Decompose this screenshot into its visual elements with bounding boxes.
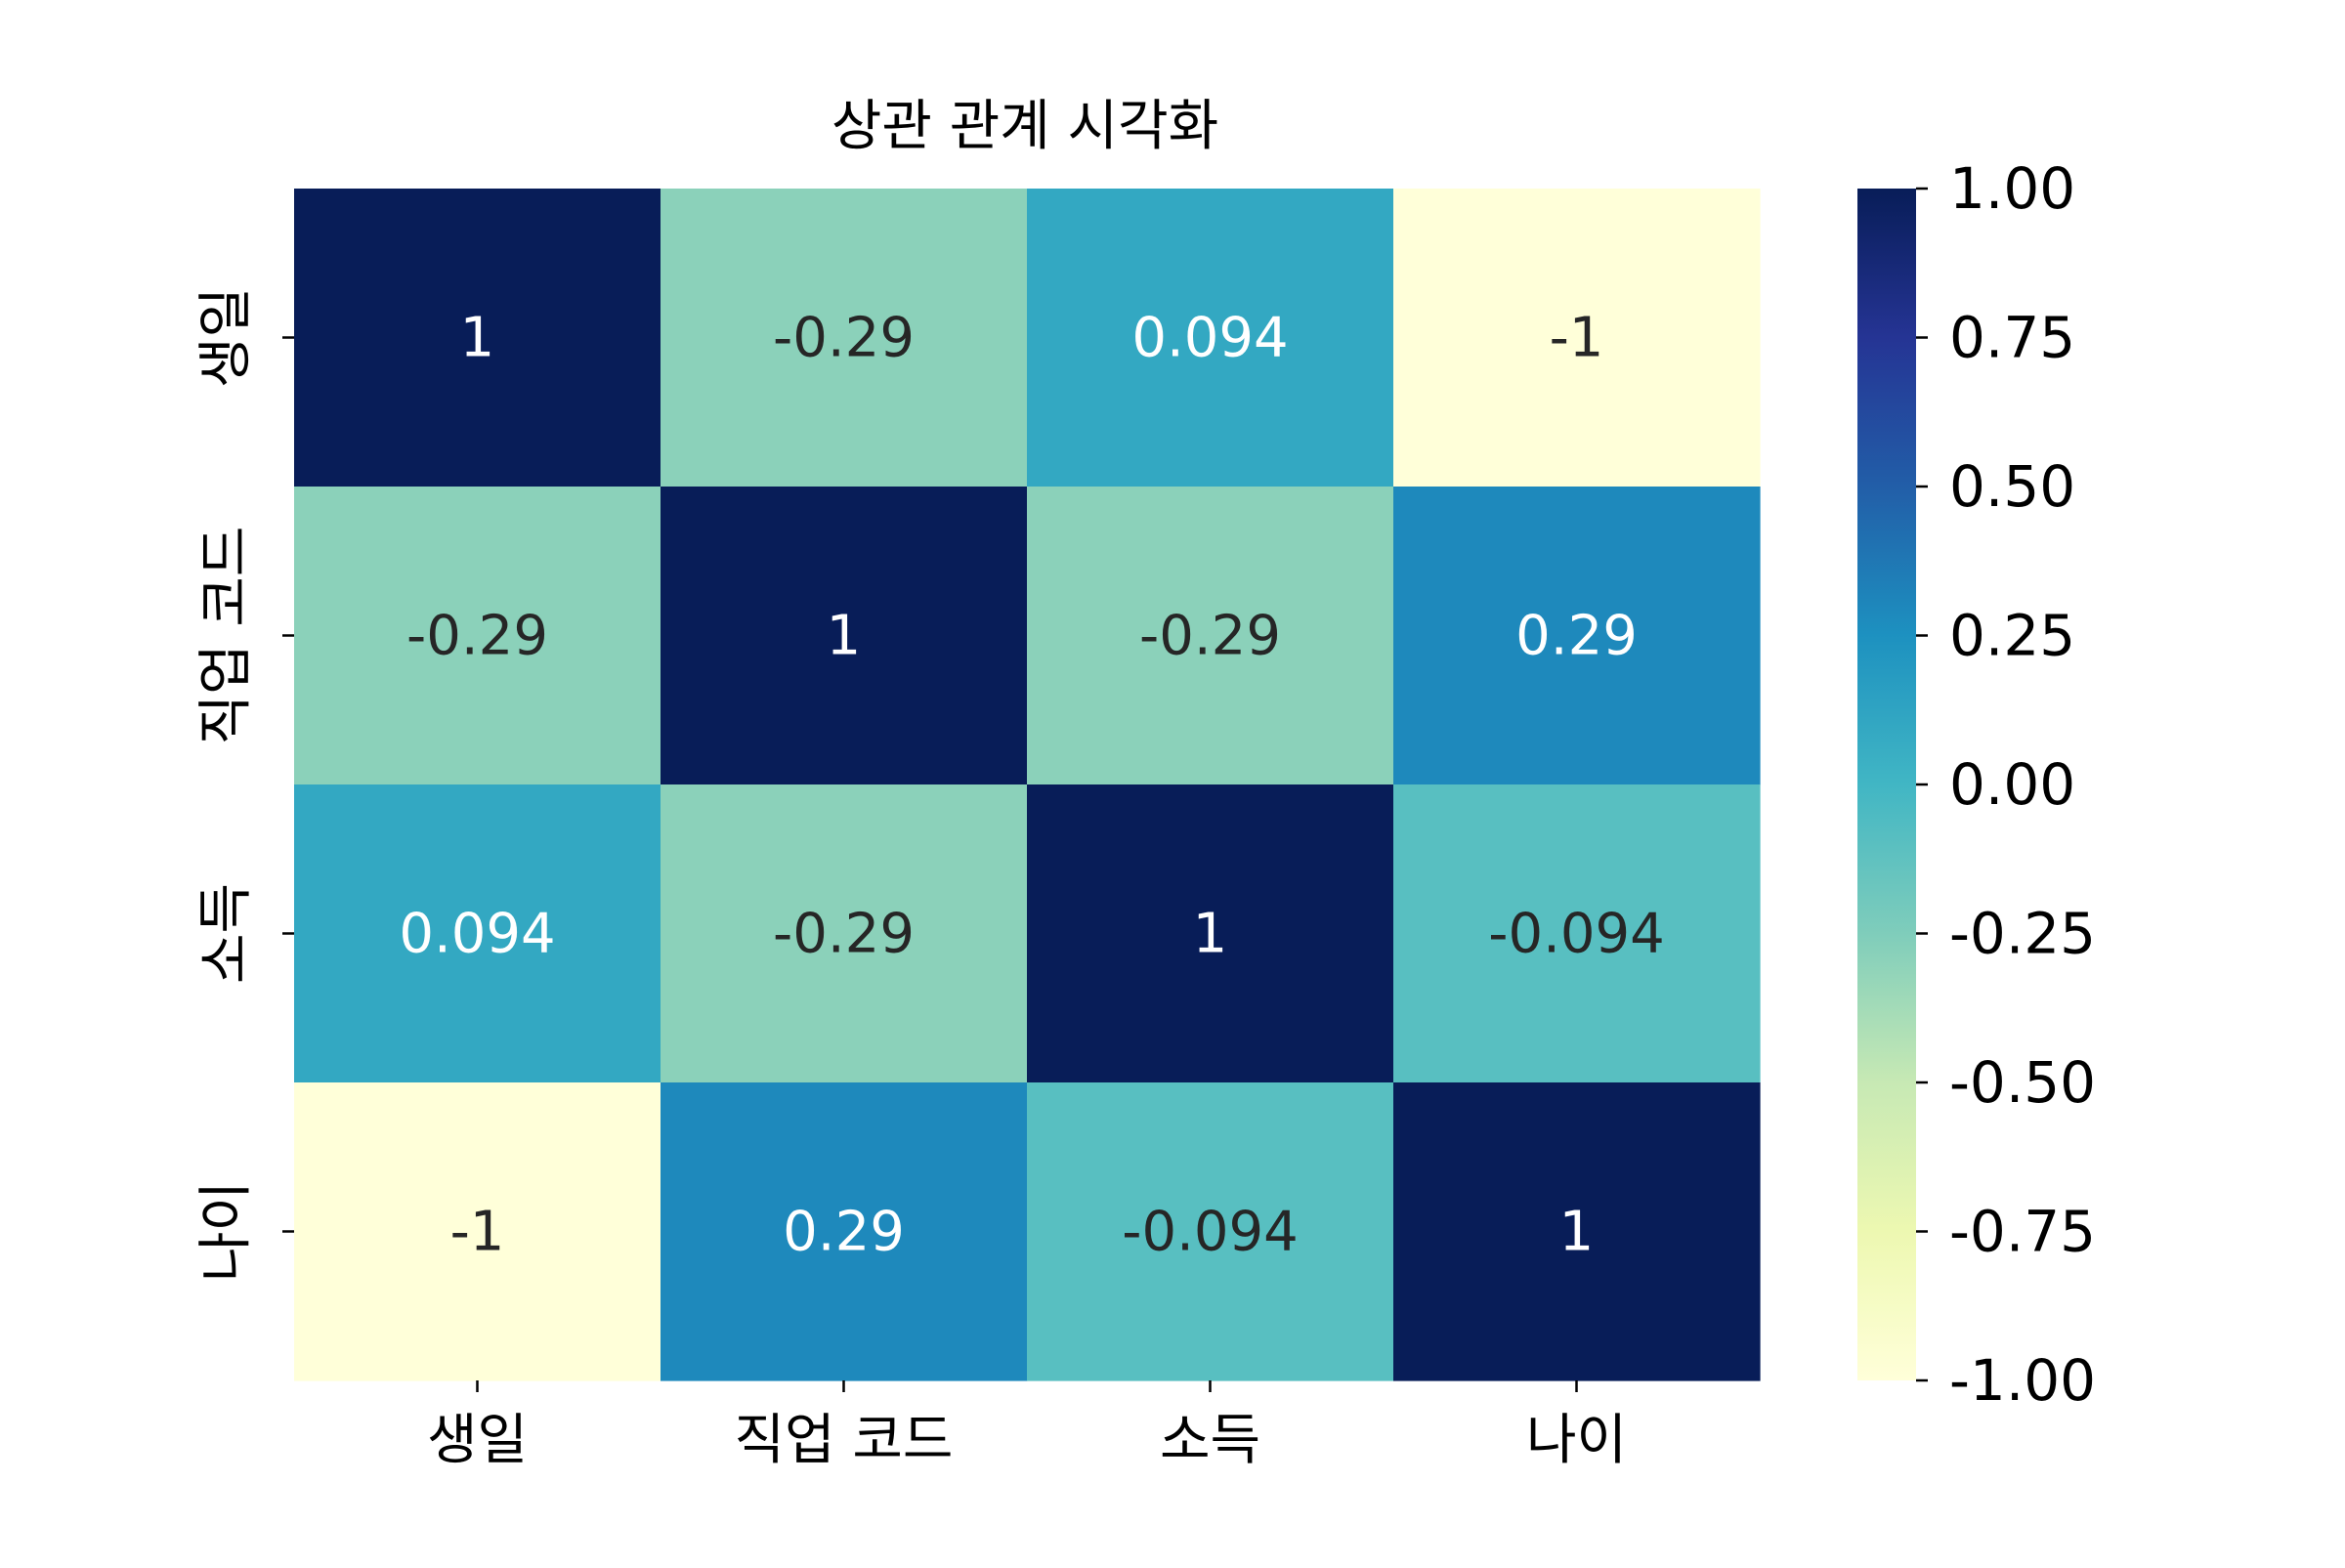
cell-value-label: -0.29 (406, 605, 548, 668)
colorbar-tick-label: 0.75 (1949, 305, 2075, 371)
cell-value-label: 1 (460, 307, 495, 370)
heatmap-cell (294, 784, 661, 1083)
cell-value-label: -1 (450, 1201, 505, 1264)
colorbar-tick-label: 0.00 (1949, 751, 2075, 818)
colorbar-tick-label: 0.50 (1949, 453, 2075, 520)
colorbar-tick-label: -0.50 (1949, 1049, 2096, 1116)
y-tick-label: 나이 (194, 1181, 258, 1282)
cell-value-label: 0.094 (399, 903, 555, 966)
heatmap-cell (1027, 487, 1394, 785)
cell-value-label: -0.29 (773, 307, 915, 370)
x-tick-label: 생일 (427, 1409, 528, 1472)
cell-value-label: -0.29 (773, 903, 915, 966)
heatmap-cell (1027, 189, 1394, 487)
x-tick-label: 나이 (1526, 1409, 1627, 1472)
chart-title: 상관 관계 시각화 (831, 95, 1218, 158)
heatmap-cell (661, 189, 1028, 487)
colorbar-tick-label: 1.00 (1949, 155, 2075, 222)
heatmap-cell (661, 784, 1028, 1083)
colorbar-ticks: 1.00 0.75 0.50 0.25 0.00 -0.25 -0.50 -0.75 -1.00 (1916, 155, 2096, 1414)
cell-value-label: -1 (1550, 307, 1604, 370)
heatmap-cell (661, 487, 1028, 785)
cell-value-label: 0.29 (783, 1201, 905, 1264)
y-tick-label: 생일 (194, 287, 258, 388)
heatmap-cell (294, 1082, 661, 1381)
cell-value-label: -0.094 (1488, 903, 1665, 966)
heatmap-cell (1393, 487, 1761, 785)
x-tick-label: 소득 (1160, 1409, 1260, 1472)
cell-value-label: 1 (1193, 903, 1228, 966)
colorbar-tick-label: -1.00 (1949, 1347, 2096, 1414)
heatmap-cell-labels: 1 -0.29 0.094 -1 -0.29 1 -0.29 0.29 0.094 -0.29 1 -… (399, 307, 1664, 1264)
heatmap-cell (1393, 189, 1761, 487)
cell-value-label: 1 (827, 605, 862, 668)
heatmap-cell (1393, 1082, 1761, 1381)
colorbar: 1.00 0.75 0.50 0.25 0.00 -0.25 -0.50 -0.75 -1.00 (1857, 155, 2096, 1414)
heatmap-cell (1027, 784, 1394, 1083)
colorbar-tick-label: -0.75 (1949, 1199, 2096, 1265)
cell-value-label: -0.29 (1139, 605, 1281, 668)
cell-value-label: 0.094 (1131, 307, 1288, 370)
heatmap-cell (1393, 784, 1761, 1083)
cell-value-label: 0.29 (1515, 605, 1638, 668)
y-tick-label: 소득 (194, 883, 258, 984)
y-tick-label: 직업 코드 (194, 527, 258, 745)
x-axis: 생일 직업 코드 소득 나이 (427, 1380, 1627, 1472)
heatmap-cell (294, 487, 661, 785)
x-tick-label: 직업 코드 (735, 1409, 954, 1472)
colorbar-gradient (1857, 189, 1916, 1380)
heatmap-cells (294, 189, 1761, 1381)
colorbar-tick-label: 0.25 (1949, 603, 2075, 669)
heatmap-cell (661, 1082, 1028, 1381)
cell-value-label: 1 (1559, 1201, 1595, 1264)
heatmap-cell (1027, 1082, 1394, 1381)
cell-value-label: -0.094 (1122, 1201, 1299, 1264)
heatmap-cell (294, 189, 661, 487)
colorbar-tick-label: -0.25 (1949, 901, 2096, 967)
